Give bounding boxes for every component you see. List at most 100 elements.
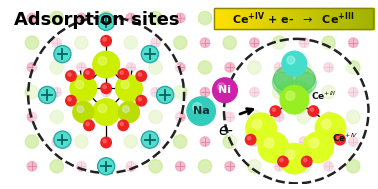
Circle shape [303,132,333,163]
Circle shape [98,158,115,175]
Circle shape [308,106,319,116]
Circle shape [324,112,333,122]
Circle shape [249,137,259,146]
Circle shape [225,13,234,23]
Circle shape [248,110,261,123]
Circle shape [101,83,112,94]
Circle shape [198,61,212,74]
Circle shape [198,160,212,173]
Circle shape [299,137,308,146]
Circle shape [322,85,335,99]
Bar [287,9,291,29]
Bar [280,9,285,29]
Ellipse shape [273,72,293,93]
Circle shape [156,86,174,104]
Bar [322,9,326,29]
Circle shape [138,73,141,76]
Bar [214,9,373,29]
Circle shape [54,131,71,148]
Circle shape [273,85,286,99]
Bar [316,9,320,29]
Bar [335,9,339,29]
Bar [325,9,330,29]
Circle shape [138,98,141,101]
Circle shape [272,108,276,111]
Circle shape [124,85,138,99]
Circle shape [73,102,94,122]
Circle shape [198,11,212,25]
Bar [361,9,365,29]
Circle shape [324,13,333,23]
Circle shape [225,63,234,72]
Circle shape [86,122,89,126]
Bar [265,9,269,29]
Bar [306,9,310,29]
Circle shape [347,11,360,25]
Circle shape [175,13,185,23]
Bar [245,9,249,29]
Circle shape [124,36,138,49]
Circle shape [101,137,112,148]
Circle shape [322,135,335,148]
Circle shape [136,95,147,106]
Circle shape [101,38,111,47]
Circle shape [349,87,358,97]
Circle shape [258,132,289,163]
Circle shape [151,87,160,97]
Circle shape [223,36,236,49]
Circle shape [77,106,84,112]
Circle shape [77,162,86,171]
Circle shape [151,38,160,47]
Circle shape [248,11,261,25]
Circle shape [103,139,106,143]
Circle shape [248,136,251,140]
Circle shape [50,110,64,123]
Circle shape [84,69,94,79]
Circle shape [136,71,147,81]
Bar [357,9,361,29]
Circle shape [175,162,185,171]
Circle shape [273,36,286,49]
Circle shape [315,113,345,143]
Circle shape [347,110,360,123]
Circle shape [75,135,88,148]
Circle shape [274,162,284,171]
Circle shape [174,85,187,99]
Circle shape [52,38,62,47]
Circle shape [126,112,136,122]
Text: e-: e- [218,123,233,138]
Bar [214,9,218,29]
Circle shape [297,11,310,25]
Text: Ce$^{+III}$: Ce$^{+III}$ [310,90,336,102]
Circle shape [25,135,39,148]
Circle shape [86,71,89,74]
Circle shape [175,112,185,122]
Circle shape [121,80,130,89]
Circle shape [310,108,314,111]
Circle shape [280,158,283,162]
Bar [255,9,259,29]
Circle shape [99,11,113,25]
Circle shape [347,160,360,173]
Circle shape [126,13,136,23]
Text: Ce$^{+IV}$: Ce$^{+IV}$ [332,132,359,144]
Circle shape [70,75,97,102]
Bar [249,9,253,29]
Circle shape [118,120,129,131]
Circle shape [84,120,94,131]
Bar [236,9,240,29]
Circle shape [217,83,225,91]
Bar [293,9,297,29]
Circle shape [304,158,307,162]
Circle shape [302,156,312,167]
Circle shape [347,61,360,74]
Circle shape [50,61,64,74]
Bar [297,9,301,29]
Circle shape [75,80,84,89]
Bar [290,9,294,29]
Circle shape [101,36,112,46]
Circle shape [116,75,142,102]
Bar [229,9,234,29]
Circle shape [141,131,158,148]
Circle shape [299,38,308,47]
